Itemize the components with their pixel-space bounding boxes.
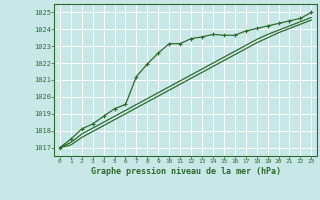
X-axis label: Graphe pression niveau de la mer (hPa): Graphe pression niveau de la mer (hPa)	[91, 167, 281, 176]
